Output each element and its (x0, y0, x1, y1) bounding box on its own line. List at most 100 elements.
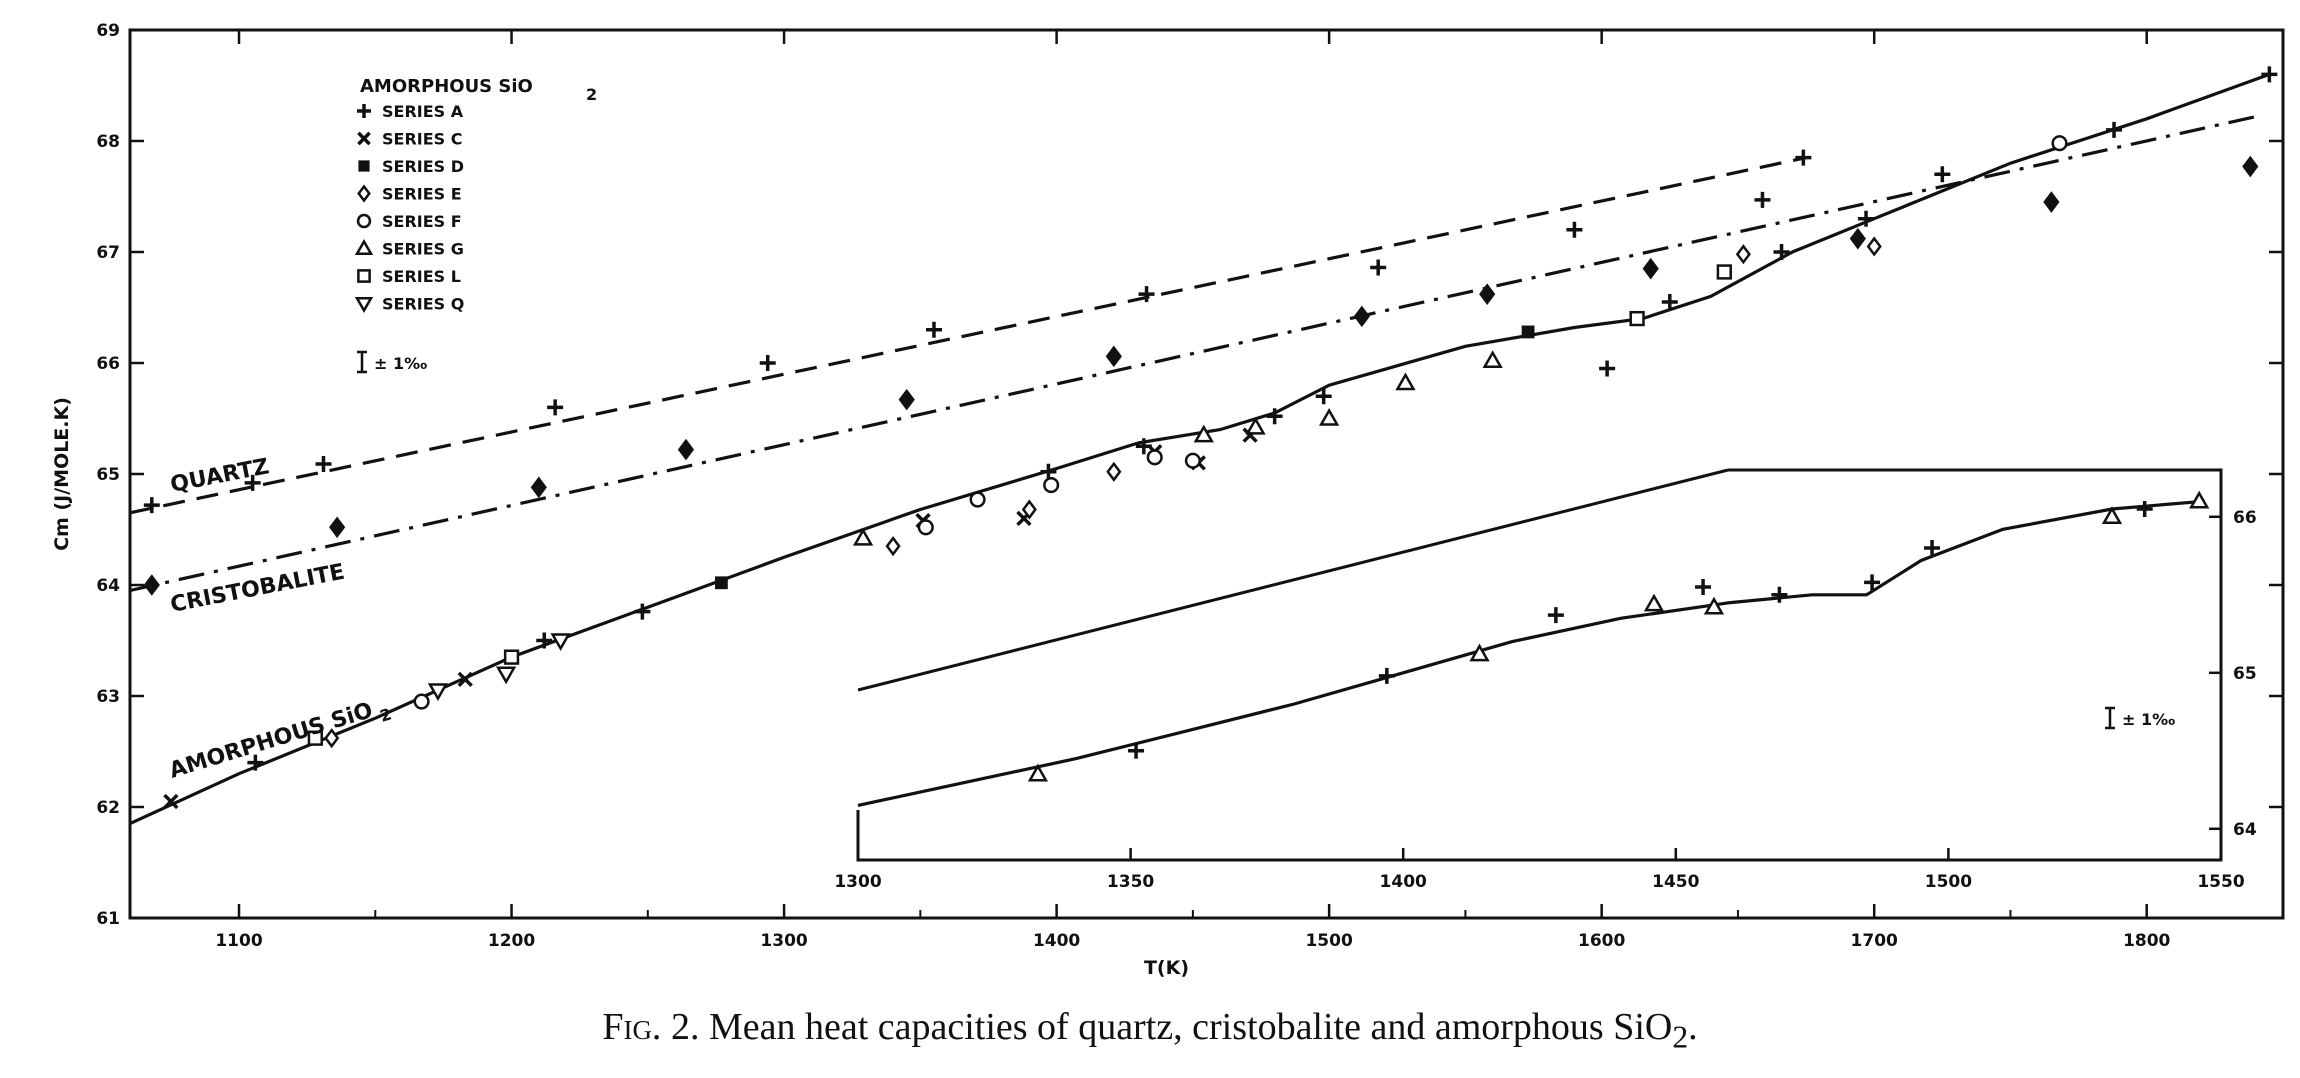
diamond-marker (324, 728, 340, 749)
inset-error-text: ± 1‰ (2122, 710, 2175, 729)
plus-marker (1754, 191, 1771, 208)
circle-marker (1184, 452, 1201, 469)
triangle-up-marker (1643, 593, 1665, 612)
diamond-filled-marker (1642, 257, 1659, 280)
plus-marker (1315, 388, 1332, 405)
legend-entry-label: SERIES A (382, 102, 464, 121)
plus-stroke (1266, 408, 1283, 425)
triangle-shape (354, 238, 374, 255)
plus-stroke (247, 754, 264, 771)
inset-plot: 1300 1350 1400 1450 1500 1550 64 65 66 ± 1‰ (834, 468, 2257, 892)
plus-stroke (1795, 149, 1812, 166)
plus-stroke (1924, 540, 1941, 556)
plus-stroke (2261, 66, 2278, 83)
legend-entry-label: SERIES F (382, 212, 462, 231)
diamond-marker (1866, 236, 1882, 257)
diamond-shape (1735, 244, 1751, 265)
diamond-shape (329, 516, 346, 539)
plus-stroke (315, 456, 332, 473)
x-tick-label: 1500 (1305, 931, 1352, 951)
inset-line (857, 499, 2205, 807)
series-line-quartz (129, 156, 1807, 515)
inset-x-tick-label: 1500 (1925, 872, 1972, 892)
plus-marker (1138, 286, 1155, 303)
triangle-down-marker (427, 683, 449, 701)
inset-error-note: ± 1‰ (2105, 706, 2175, 730)
x-tick-label: 1100 (215, 931, 262, 951)
diamond-shape (898, 388, 915, 411)
diamond-filled-marker (898, 388, 915, 411)
diamond-shape (530, 476, 547, 499)
inset-frame-diagonal (857, 468, 1729, 692)
plus-marker (925, 321, 942, 338)
x-stroke (457, 671, 473, 687)
x-tick-label: 1600 (1578, 931, 1625, 951)
diamond-shape (1642, 257, 1659, 280)
legend-entry: SERIES Q (354, 295, 464, 314)
legend-entry-label: SERIES G (382, 240, 464, 259)
plus-marker (1128, 742, 1145, 759)
circle-shape (917, 519, 934, 536)
square-shape (503, 649, 520, 665)
circle-marker (917, 519, 934, 536)
triangle-shape (1027, 763, 1049, 782)
triangle-up-marker (2101, 506, 2123, 525)
legend-entry: SERIES F (356, 212, 462, 231)
legend-entry: SERIES A (357, 102, 464, 121)
circle-marker (1146, 449, 1163, 466)
plus-stroke (1771, 586, 1788, 603)
y-tick-label: 69 (96, 21, 120, 41)
plus-marker (1795, 149, 1812, 166)
square-shape (357, 269, 371, 283)
plus-marker (1695, 579, 1712, 595)
caption-prefix: Fig. (602, 1006, 662, 1048)
inset-x-tick-label: 1450 (1652, 872, 1699, 892)
plus-stroke (1547, 607, 1564, 624)
square-shape (1716, 264, 1732, 280)
plus-marker (759, 355, 776, 371)
plus-marker (2136, 501, 2153, 517)
triangle-shape (1193, 424, 1214, 443)
square-shape (714, 576, 728, 590)
curve-labels: QUARTZ CRISTOBALITE AMORPHOUS SiO 2 (166, 454, 393, 783)
triangle-shape (1245, 416, 1266, 435)
triangle-up-marker (1027, 763, 1049, 782)
plus-marker (1547, 607, 1564, 624)
plus-stroke (547, 399, 564, 416)
plus-marker (244, 474, 261, 491)
plus-marker (247, 754, 264, 771)
diamond-filled-marker (143, 574, 160, 596)
plus-marker (1566, 221, 1583, 238)
circle-shape (1184, 452, 1201, 469)
plus-marker (2261, 66, 2278, 83)
diamond-shape (2242, 155, 2259, 178)
plus-stroke (1128, 742, 1145, 759)
error-bar-icon (2105, 706, 2115, 730)
plus-stroke (1378, 667, 1395, 684)
diamond-filled-marker (329, 516, 346, 539)
triangle-shape (427, 683, 449, 701)
triangle-down-marker (550, 633, 571, 652)
plus-stroke (1754, 191, 1771, 208)
diamond-marker (1021, 499, 1037, 520)
x-tick-label: 1400 (1033, 931, 1080, 951)
square-shape (1629, 310, 1645, 327)
square-marker (503, 649, 520, 665)
legend: AMORPHOUS SiO 2 SERIES A SERIES C SERIES D SE… (354, 76, 597, 374)
triangle-down-marker (354, 297, 374, 314)
inset-x-tick-label: 1550 (2197, 872, 2244, 892)
plus-marker (1934, 166, 1951, 183)
diamond-shape (1105, 345, 1122, 368)
y-tick-label: 64 (96, 576, 120, 596)
inset-y-tick-label: 66 (2233, 508, 2257, 528)
square-marker (357, 269, 371, 283)
legend-entry-label: SERIES Q (382, 295, 464, 314)
square-marker (307, 730, 323, 746)
quartz-label: QUARTZ (168, 454, 271, 498)
triangle-shape (1469, 643, 1490, 662)
diamond-filled-marker (1353, 305, 1370, 328)
plus-stroke (2106, 121, 2123, 138)
plus-stroke (1599, 360, 1616, 377)
legend-entry-label: SERIES D (382, 157, 464, 176)
